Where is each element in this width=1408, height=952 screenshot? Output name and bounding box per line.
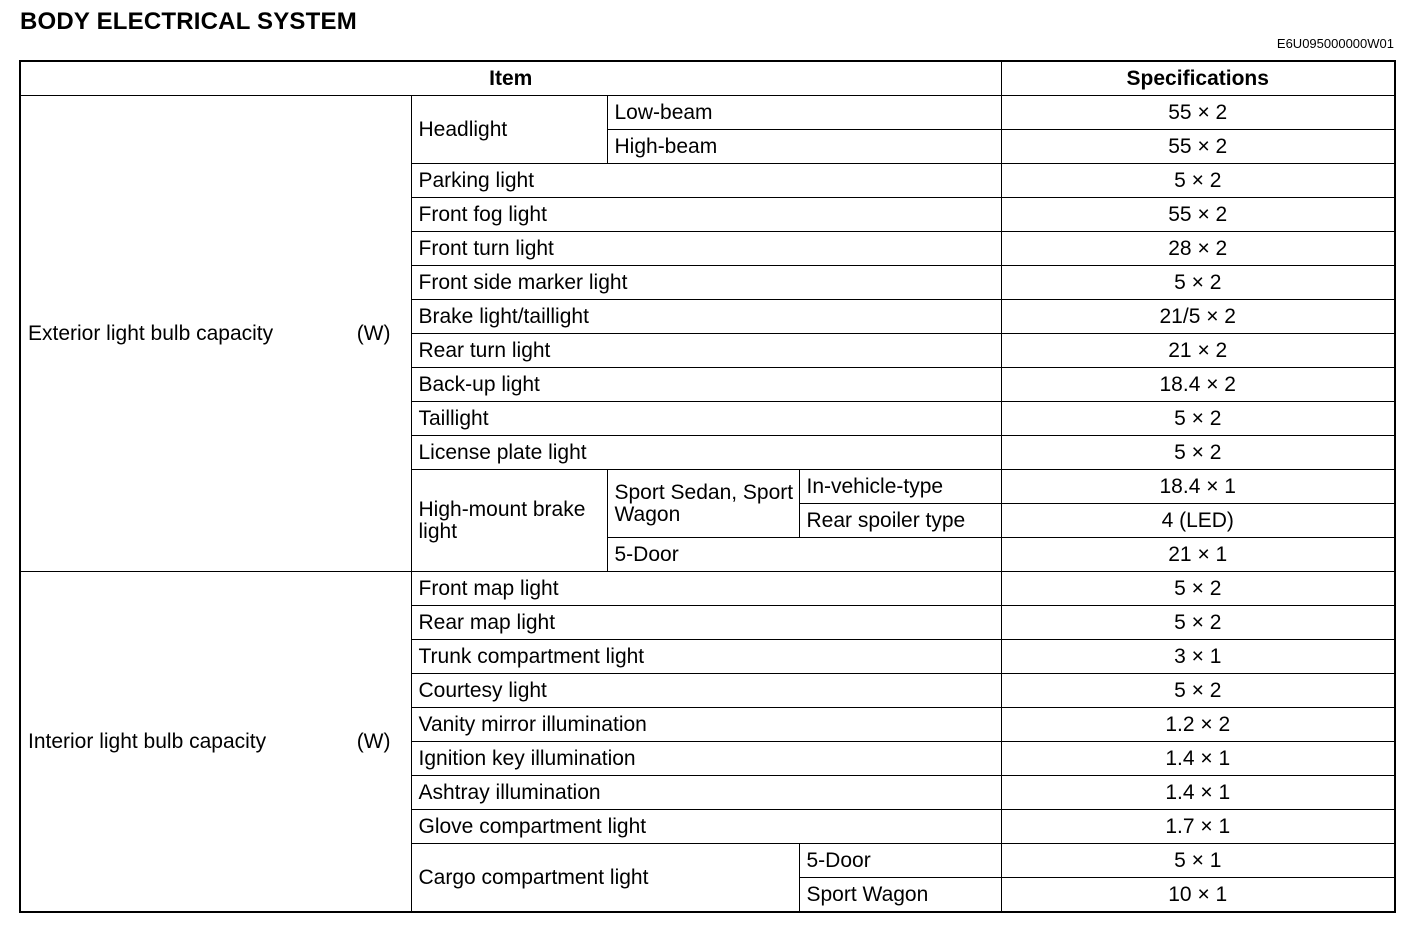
item-label: Courtesy light	[410, 673, 1002, 708]
item-spec: 5 × 2	[1000, 673, 1396, 708]
item-label: Taillight	[410, 401, 1002, 436]
exterior-group: Exterior light bulb capacity (W)	[19, 95, 412, 572]
spoiler-spec: 4 (LED)	[1000, 503, 1396, 538]
table-row: Courtesy light 5 × 2	[20, 673, 1396, 708]
interior-label: Interior light bulb capacity	[28, 729, 267, 753]
item-label: Rear turn light	[410, 333, 1002, 368]
item-label: Front turn light	[410, 231, 1002, 266]
item-label: Rear map light	[410, 605, 1002, 640]
cargo-wagon-label: Sport Wagon	[798, 877, 1002, 913]
header-item: Item	[19, 60, 1002, 96]
table-row: High-mount brake light Sport Sedan, Sport…	[20, 469, 1396, 572]
table-row: Rear turn light 21 × 2	[20, 333, 1396, 368]
item-spec: 5 × 2	[1000, 571, 1396, 606]
item-spec: 5 × 2	[1000, 265, 1396, 300]
header-row: Item Specifications	[19, 60, 1396, 96]
exterior-unit: (W)	[356, 321, 391, 345]
item-spec: 21/5 × 2	[1000, 299, 1396, 334]
headlight-label: Headlight	[410, 95, 608, 164]
in-vehicle-label: In-vehicle-type	[798, 469, 1002, 504]
item-label: Back-up light	[410, 367, 1002, 402]
table-row: Sport Wagon 10 × 1	[20, 877, 1396, 913]
high-mount-label: High-mount brake light	[410, 469, 608, 572]
item-label: Parking light	[410, 163, 1002, 198]
page-title: BODY ELECTRICAL SYSTEM	[20, 8, 357, 35]
table-row: Interior light bulb capacity (W) Front map…	[19, 571, 1396, 913]
item-spec: 5 × 2	[1000, 401, 1396, 436]
item-label: Front side marker light	[410, 265, 1002, 300]
sedan-wagon-label: Sport Sedan, Sport Wagon	[606, 469, 800, 538]
high-beam-spec: 55 × 2	[1000, 129, 1396, 164]
table-row: Vanity mirror illumination 1.2 × 2	[20, 707, 1396, 742]
item-label: Glove compartment light	[410, 809, 1002, 844]
cargo-five-door-spec: 5 × 1	[1000, 843, 1396, 878]
spoiler-label: Rear spoiler type	[798, 503, 1002, 538]
cargo-five-door-label: 5-Door	[798, 843, 1002, 878]
five-door-label: 5-Door	[606, 537, 1002, 572]
item-spec: 1.7 × 1	[1000, 809, 1396, 844]
table-row: Glove compartment light 1.7 × 1	[20, 809, 1396, 844]
spec-table: Item Specifications Exterior light bulb …	[19, 60, 1396, 913]
five-door-spec: 21 × 1	[1000, 537, 1396, 572]
item-label: Vanity mirror illumination	[410, 707, 1002, 742]
cargo-wagon-spec: 10 × 1	[1000, 877, 1396, 913]
item-spec: 1.4 × 1	[1000, 775, 1396, 810]
in-vehicle-spec: 18.4 × 1	[1000, 469, 1396, 504]
low-beam-spec: 55 × 2	[1000, 95, 1396, 130]
item-spec: 18.4 × 2	[1000, 367, 1396, 402]
item-spec: 1.2 × 2	[1000, 707, 1396, 742]
table-row: Front side marker light 5 × 2	[20, 265, 1396, 300]
item-label: Ashtray illumination	[410, 775, 1002, 810]
header-spec: Specifications	[1000, 60, 1396, 96]
table-row: Ashtray illumination 1.4 × 1	[20, 775, 1396, 810]
table-row: Brake light/taillight 21/5 × 2	[20, 299, 1396, 334]
table-row: 5-Door 21 × 1	[20, 537, 1396, 572]
table-row: Trunk compartment light 3 × 1	[20, 639, 1396, 674]
table-row: Cargo compartment light 5-Door 5 × 1	[20, 843, 1396, 913]
item-label: Ignition key illumination	[410, 741, 1002, 776]
table-row: Parking light 5 × 2	[20, 163, 1396, 198]
table-row: Taillight 5 × 2	[20, 401, 1396, 436]
high-beam-label: High-beam	[606, 129, 1002, 164]
table-row: Ignition key illumination 1.4 × 1	[20, 741, 1396, 776]
low-beam-label: Low-beam	[606, 95, 1002, 130]
cargo-label: Cargo compartment light	[410, 843, 800, 913]
item-spec: 21 × 2	[1000, 333, 1396, 368]
interior-unit: (W)	[356, 729, 391, 753]
document-code: E6U095000000W01	[1276, 36, 1394, 51]
item-label: Brake light/taillight	[410, 299, 1002, 334]
item-spec: 5 × 2	[1000, 435, 1396, 470]
item-spec: 1.4 × 1	[1000, 741, 1396, 776]
table-row: Front turn light 28 × 2	[20, 231, 1396, 266]
exterior-label: Exterior light bulb capacity	[28, 321, 274, 345]
table-row: Back-up light 18.4 × 2	[20, 367, 1396, 402]
item-label: Front map light	[410, 571, 1002, 606]
table-row: Exterior light bulb capacity (W) Headligh…	[19, 95, 1396, 572]
table-row: Front fog light 55 × 2	[20, 197, 1396, 232]
item-spec: 5 × 2	[1000, 605, 1396, 640]
item-label: Trunk compartment light	[410, 639, 1002, 674]
item-label: License plate light	[410, 435, 1002, 470]
interior-group: Interior light bulb capacity (W)	[19, 571, 412, 913]
item-spec: 3 × 1	[1000, 639, 1396, 674]
table-row: Rear map light 5 × 2	[20, 605, 1396, 640]
item-spec: 5 × 2	[1000, 163, 1396, 198]
table-row: Rear spoiler type 4 (LED)	[20, 503, 1396, 538]
item-spec: 55 × 2	[1000, 197, 1396, 232]
item-label: Front fog light	[410, 197, 1002, 232]
item-spec: 28 × 2	[1000, 231, 1396, 266]
table-row: High-beam 55 × 2	[20, 129, 1396, 164]
